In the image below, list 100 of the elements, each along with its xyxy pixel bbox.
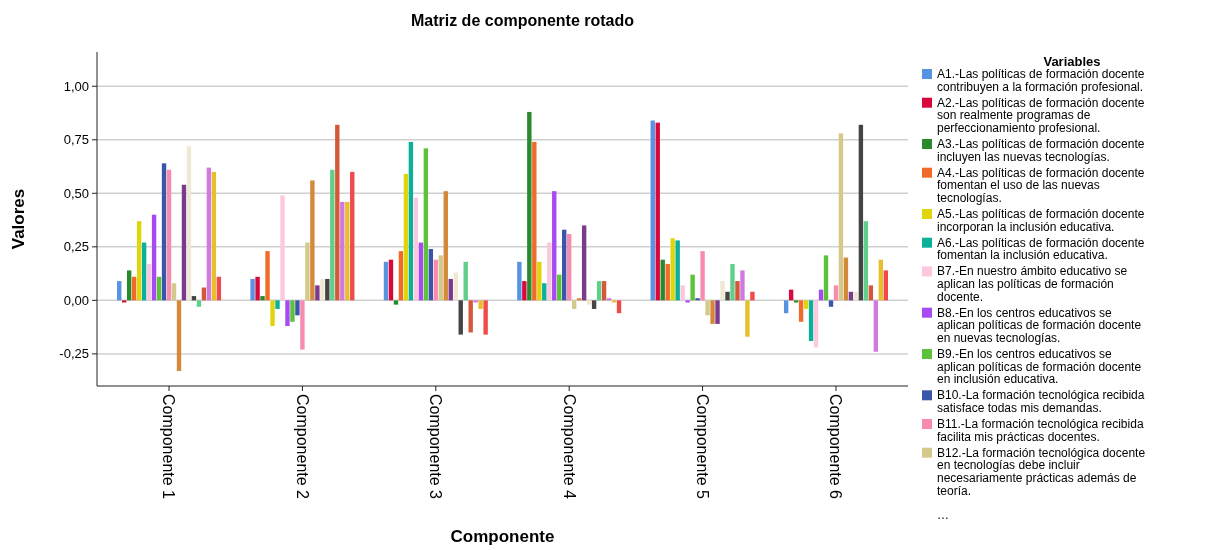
bar <box>350 171 355 301</box>
bar <box>335 124 340 301</box>
bar <box>393 300 399 305</box>
bar <box>725 291 730 301</box>
bar <box>517 261 522 301</box>
bar <box>151 214 157 301</box>
bar <box>117 281 122 301</box>
bar <box>428 248 434 301</box>
bar <box>828 300 834 307</box>
x-tick-label: Componente 6 <box>827 394 845 500</box>
bar <box>740 270 745 301</box>
bar <box>320 278 325 301</box>
bar <box>330 169 335 301</box>
bar <box>463 261 468 301</box>
bar <box>611 300 617 303</box>
bar <box>542 283 547 301</box>
bar <box>433 259 438 301</box>
bar <box>665 263 670 301</box>
bar <box>270 300 275 327</box>
bar <box>473 300 478 303</box>
bar <box>616 300 622 314</box>
bar <box>423 148 429 301</box>
bar <box>700 251 705 301</box>
bar <box>443 191 448 301</box>
bar <box>581 225 587 301</box>
bar <box>325 278 330 301</box>
bar <box>478 300 483 309</box>
legend-label: A5.-Las políticas de formación docente incorporan la inclusión educativa. <box>937 207 1145 234</box>
bar <box>750 291 755 301</box>
bar <box>833 285 839 301</box>
bar <box>586 300 592 305</box>
bar <box>413 197 419 301</box>
bar <box>388 259 394 301</box>
bar <box>310 180 315 301</box>
bar <box>136 221 142 301</box>
bar <box>196 300 202 307</box>
legend-label: A6.-Las políticas de formación docente fomentan la inclusión educativa. <box>937 235 1145 263</box>
bar <box>537 261 542 301</box>
bar <box>670 238 675 301</box>
bar <box>290 300 295 322</box>
legend-title: Variables <box>1043 54 1101 69</box>
bar <box>808 300 814 342</box>
bar <box>315 285 320 301</box>
x-tick-label: Componente 5 <box>693 394 711 500</box>
legend-label: A1.-Las políticas de formación docente contribuyen a la formación profesional. <box>937 67 1145 94</box>
bar <box>838 133 844 301</box>
bar <box>255 276 260 301</box>
y-tick-label: 0,25 <box>63 239 89 255</box>
bar <box>527 111 532 301</box>
bar <box>265 251 270 301</box>
bar <box>863 221 869 301</box>
y-tick-label: -0,25 <box>59 346 89 362</box>
bar <box>418 242 424 301</box>
legend-label: B7.-En nuestro ámbito educativo se aplican las políticas de formación docente. <box>937 264 1128 304</box>
bar <box>783 300 789 314</box>
bar <box>176 300 182 372</box>
y-tick-label: 0,75 <box>63 132 89 148</box>
x-tick-label: Componente 3 <box>427 394 445 500</box>
legend-label: B12.-La formación tecnológica docente en tecnologías debe incluir necesariamente prácticas además de teoría. <box>937 445 1146 498</box>
bar <box>562 229 567 301</box>
bar <box>403 174 409 301</box>
bar <box>305 242 310 301</box>
x-tick-label: Componente 1 <box>160 394 178 500</box>
bar <box>803 300 809 309</box>
legend-label: A2.-Las políticas de formación docente son realmente programas de perfeccionamiento profesional. <box>937 95 1145 135</box>
bar <box>483 300 488 335</box>
bar <box>171 283 177 301</box>
bar <box>858 124 864 301</box>
bar <box>675 240 680 301</box>
legend-label: B11.-La formación tecnológica recibida facilita mis prácticas docentes. <box>937 417 1144 444</box>
bar <box>883 270 888 301</box>
bar <box>685 300 690 303</box>
legend-label: A3.-Las políticas de formación docente incluyen las nuevas tecnologías. <box>937 137 1145 164</box>
bar <box>141 242 147 301</box>
bar <box>591 300 597 309</box>
bar <box>735 281 740 301</box>
bar <box>280 195 285 301</box>
bar <box>571 300 577 309</box>
bar <box>398 251 404 301</box>
bar <box>690 274 695 301</box>
bar <box>211 171 217 301</box>
bar <box>166 169 172 301</box>
bar <box>878 259 884 301</box>
bar <box>547 242 552 301</box>
bar <box>383 261 389 301</box>
bar <box>161 163 167 301</box>
bar <box>285 300 290 327</box>
bar <box>275 300 280 309</box>
y-axis-title: Valores <box>9 188 28 250</box>
bar <box>295 300 300 316</box>
bar <box>468 300 473 333</box>
bar <box>126 270 132 301</box>
bar <box>552 191 557 301</box>
bar <box>260 296 265 301</box>
bar <box>695 298 700 301</box>
y-tick-label: 0,50 <box>63 185 89 201</box>
bar <box>730 263 735 301</box>
bar <box>873 300 879 352</box>
bar <box>345 201 350 301</box>
legend-label: B9.-En los centros educativos se aplican políticas de formación docente en inclusión educativa. <box>937 347 1142 387</box>
